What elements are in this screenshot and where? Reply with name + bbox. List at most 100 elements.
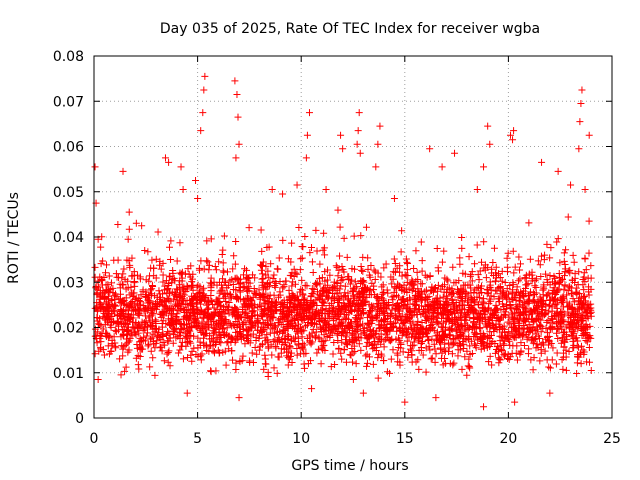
data-point <box>487 332 495 340</box>
data-point <box>320 287 328 295</box>
data-point <box>456 288 464 296</box>
data-point <box>154 228 162 236</box>
data-point <box>279 329 287 337</box>
data-point <box>314 345 322 353</box>
data-point <box>300 309 308 317</box>
data-point <box>131 295 139 303</box>
data-point <box>232 359 240 367</box>
data-point <box>572 284 580 292</box>
data-point <box>374 354 382 362</box>
data-point <box>441 333 449 341</box>
data-point <box>496 315 504 323</box>
data-point <box>172 292 180 300</box>
data-point <box>412 247 420 255</box>
data-point <box>548 319 556 327</box>
data-point <box>564 287 572 295</box>
data-point <box>415 365 423 373</box>
data-point <box>215 330 223 338</box>
data-point <box>569 337 577 345</box>
data-point <box>358 277 366 285</box>
data-point <box>197 327 205 335</box>
data-point <box>577 100 585 108</box>
data-point <box>338 355 346 363</box>
data-point <box>117 371 125 379</box>
data-point <box>91 163 99 171</box>
data-point <box>226 320 234 328</box>
data-point <box>540 341 548 349</box>
data-point <box>160 297 168 305</box>
data-point <box>176 277 184 285</box>
data-point <box>159 278 167 286</box>
data-point <box>274 353 282 361</box>
data-point <box>154 329 162 337</box>
data-point <box>523 281 531 289</box>
data-point <box>370 344 378 352</box>
data-point <box>355 109 363 117</box>
data-point <box>207 368 215 376</box>
data-point <box>530 296 538 304</box>
data-point <box>132 294 140 302</box>
data-point <box>187 300 195 308</box>
data-point <box>495 295 503 303</box>
data-point <box>413 298 421 306</box>
data-point <box>283 310 291 318</box>
data-point <box>109 284 117 292</box>
data-point <box>188 292 196 300</box>
data-point <box>179 355 187 363</box>
data-point <box>352 360 360 368</box>
data-point <box>183 328 191 336</box>
data-point <box>525 292 533 300</box>
data-point <box>298 254 306 262</box>
data-point <box>91 273 99 281</box>
data-point <box>326 271 334 279</box>
data-point <box>477 284 485 292</box>
data-point <box>215 294 223 302</box>
data-point <box>193 283 201 291</box>
data-point <box>465 253 473 261</box>
data-point <box>200 265 208 273</box>
data-point <box>540 311 548 319</box>
data-point <box>128 304 136 312</box>
data-point <box>293 344 301 352</box>
data-point <box>547 244 555 252</box>
data-point <box>553 329 561 337</box>
data-point <box>354 127 362 135</box>
data-point <box>364 314 372 322</box>
data-point <box>570 258 578 266</box>
y-tick-label: 0 <box>75 411 84 427</box>
data-point <box>440 346 448 354</box>
data-point <box>170 274 178 282</box>
data-point <box>288 349 296 357</box>
data-point <box>93 339 101 347</box>
data-point <box>158 323 166 331</box>
data-point <box>219 275 227 283</box>
data-point <box>131 328 139 336</box>
data-point <box>357 262 365 270</box>
data-point <box>573 322 581 330</box>
data-point <box>509 279 517 287</box>
data-point <box>303 131 311 139</box>
data-point <box>447 291 455 299</box>
data-point <box>146 363 154 371</box>
data-point <box>219 267 227 275</box>
y-tick-label: 0.05 <box>53 185 84 201</box>
data-point <box>388 306 396 314</box>
data-point <box>203 305 211 313</box>
data-point <box>468 277 476 285</box>
data-point <box>328 295 336 303</box>
data-point <box>288 239 296 247</box>
data-point <box>377 317 385 325</box>
data-point <box>422 330 430 338</box>
data-point <box>315 315 323 323</box>
data-point <box>428 318 436 326</box>
data-point <box>459 338 467 346</box>
data-point <box>372 163 380 171</box>
data-point <box>391 259 399 267</box>
data-point <box>406 296 414 304</box>
data-point <box>350 342 358 350</box>
data-point <box>194 344 202 352</box>
data-point <box>378 283 386 291</box>
data-point <box>262 337 270 345</box>
data-point <box>525 270 533 278</box>
x-tick-label: 25 <box>603 431 621 447</box>
